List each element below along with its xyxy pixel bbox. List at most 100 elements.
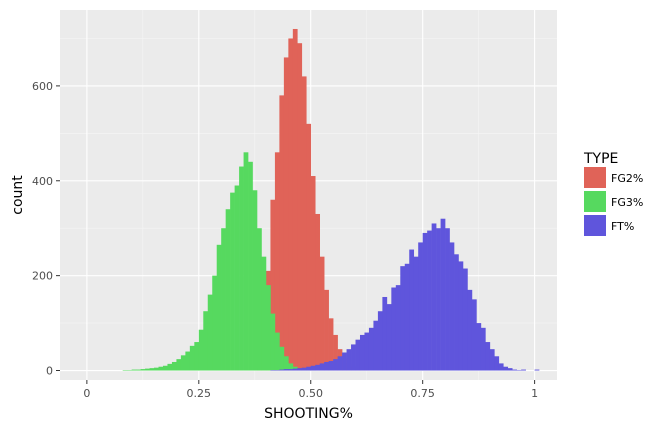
legend-key-fg2-pct <box>584 167 606 188</box>
bar-ft-pct <box>440 218 446 371</box>
y-axis-title: count <box>10 175 26 215</box>
bar-fg3-pct <box>274 332 280 371</box>
x-tick-label: 0.75 <box>410 387 435 400</box>
x-tick-label: 0.25 <box>187 387 212 400</box>
bar-fg3-pct <box>180 355 186 371</box>
bar-ft-pct <box>512 369 518 371</box>
bar-ft-pct <box>503 366 509 371</box>
bar-fg3-pct <box>239 166 244 371</box>
bar-fg2-pct <box>270 199 276 371</box>
bar-fg3-pct <box>140 369 146 371</box>
y-tick-label: 600 <box>32 80 53 93</box>
bar-fg3-pct <box>270 313 276 371</box>
bar-fg2-pct <box>292 28 298 371</box>
bar-fg3-pct <box>230 192 235 371</box>
bar-fg2-pct <box>319 256 325 371</box>
bar-fg3-pct <box>176 359 182 371</box>
bar-ft-pct <box>485 342 491 371</box>
bar-ft-pct <box>328 361 334 371</box>
bar-ft-pct <box>292 368 298 371</box>
bar-ft-pct <box>431 223 437 371</box>
bar-fg3-pct <box>136 369 141 371</box>
bar-ft-pct <box>386 304 392 371</box>
bar-ft-pct <box>355 339 361 371</box>
bar-fg2-pct <box>306 123 312 371</box>
bar-fg3-pct <box>185 351 191 371</box>
bar-ft-pct <box>422 232 428 371</box>
legend-label-ft-pct: FT% <box>611 220 634 233</box>
bar-ft-pct <box>342 352 347 371</box>
bar-fg3-pct <box>207 294 213 371</box>
bar-fg3-pct <box>198 329 204 371</box>
bar-ft-pct <box>462 268 468 371</box>
bar-fg3-pct <box>225 209 231 371</box>
bar-fg3-pct <box>257 228 262 371</box>
bar-fg2-pct <box>297 43 303 371</box>
bar-fg3-pct <box>167 363 173 371</box>
bar-ft-pct <box>449 242 455 371</box>
y-tick-label: 0 <box>46 365 53 378</box>
bar-fg3-pct <box>203 311 209 371</box>
bar-fg3-pct <box>212 275 218 371</box>
bar-ft-pct <box>279 369 285 371</box>
bar-ft-pct <box>368 327 374 371</box>
y-tick-label: 200 <box>32 270 53 283</box>
bar-ft-pct <box>534 369 540 371</box>
bar-ft-pct <box>418 242 423 371</box>
bar-fg2-pct <box>315 213 320 371</box>
bar-ft-pct <box>413 256 419 371</box>
bar-ft-pct <box>315 364 320 371</box>
bar-ft-pct <box>454 254 459 371</box>
bar-ft-pct <box>458 261 464 371</box>
bar-ft-pct <box>467 289 473 371</box>
bar-ft-pct <box>351 344 356 371</box>
bar-ft-pct <box>310 365 316 371</box>
bar-ft-pct <box>288 369 294 371</box>
bar-fg3-pct <box>283 356 289 371</box>
x-tick-label: 0.50 <box>298 387 323 400</box>
bar-ft-pct <box>404 263 410 371</box>
bar-fg3-pct <box>194 342 200 371</box>
bar-ft-pct <box>359 334 365 371</box>
legend-label-fg2-pct: FG2% <box>611 172 643 185</box>
bar-fg2-pct <box>324 289 329 371</box>
bar-fg3-pct <box>131 369 137 371</box>
legend-title: TYPE <box>583 151 618 167</box>
bar-ft-pct <box>364 332 370 371</box>
bar-fg2-pct <box>283 57 289 371</box>
bar-fg3-pct <box>149 368 155 371</box>
bar-fg3-pct <box>252 190 258 371</box>
bar-ft-pct <box>507 368 513 371</box>
bar-fg2-pct <box>310 176 316 371</box>
bar-ft-pct <box>494 356 500 371</box>
legend-key-ft-pct <box>584 215 606 236</box>
bar-fg3-pct <box>234 185 240 371</box>
bar-fg3-pct <box>221 228 226 371</box>
x-tick-label: 1 <box>531 387 538 400</box>
bar-fg3-pct <box>145 368 150 371</box>
bar-ft-pct <box>382 296 388 371</box>
bar-fg3-pct <box>248 161 253 371</box>
bar-ft-pct <box>521 369 526 371</box>
bar-fg2-pct <box>274 152 280 371</box>
bar-fg3-pct <box>279 346 285 371</box>
bar-ft-pct <box>283 369 289 371</box>
bar-fg3-pct <box>189 345 195 371</box>
bar-fg2-pct <box>288 38 294 371</box>
bar-ft-pct <box>480 327 486 371</box>
bar-ft-pct <box>297 368 303 371</box>
bar-ft-pct <box>489 349 495 371</box>
bar-ft-pct <box>498 363 504 371</box>
bar-ft-pct <box>319 363 325 371</box>
bar-ft-pct <box>436 228 441 371</box>
legend-key-fg3-pct <box>584 191 606 212</box>
bar-ft-pct <box>301 367 307 371</box>
bar-ft-pct <box>391 287 397 371</box>
bar-fg2-pct <box>301 76 307 371</box>
bar-ft-pct <box>346 349 352 371</box>
bar-ft-pct <box>409 249 415 371</box>
bar-ft-pct <box>427 230 432 371</box>
bar-fg2-pct <box>333 334 338 371</box>
bar-ft-pct <box>337 356 343 371</box>
bar-fg3-pct <box>243 152 249 371</box>
